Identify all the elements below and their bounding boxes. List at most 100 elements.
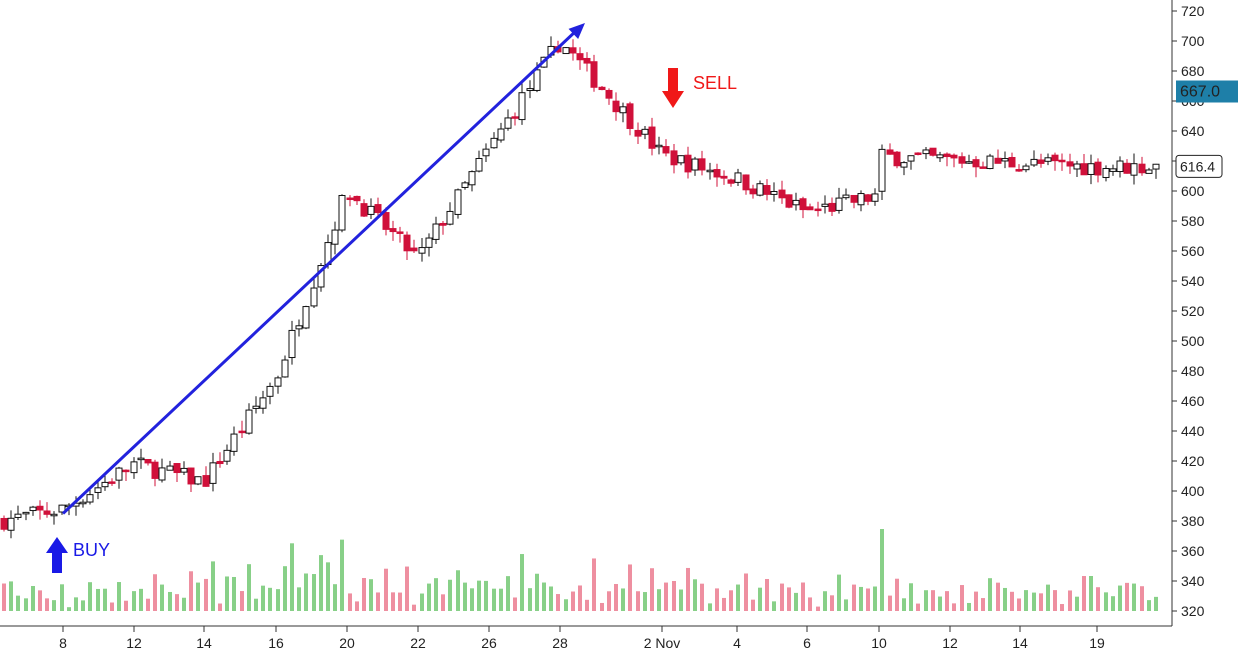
volume-bar xyxy=(794,592,798,611)
volume-bar xyxy=(81,600,85,611)
candle-down xyxy=(1080,163,1088,176)
candle-up xyxy=(965,161,973,164)
y-tick-label: 680 xyxy=(1181,63,1205,79)
volume-bar xyxy=(916,603,920,611)
y-tick-label: 420 xyxy=(1181,453,1205,469)
volume-bar xyxy=(592,558,596,611)
candle-down xyxy=(864,194,872,202)
candle-up xyxy=(295,325,303,330)
volume-bar xyxy=(585,599,589,611)
candle-down xyxy=(914,152,922,155)
volume-bar xyxy=(484,580,488,611)
volume-bar xyxy=(326,562,330,611)
candle-up xyxy=(842,194,850,199)
candle-up xyxy=(310,287,318,307)
volume-bar xyxy=(772,601,776,611)
candle-up xyxy=(792,199,800,206)
volume-bar xyxy=(45,598,49,611)
candle-up xyxy=(504,117,512,129)
volume-bar xyxy=(801,582,805,611)
candle-down xyxy=(346,197,354,201)
candle-up xyxy=(526,88,534,92)
volume-bar xyxy=(722,597,726,611)
y-tick-label: 480 xyxy=(1181,363,1205,379)
volume-bar xyxy=(297,587,301,611)
volume-bar xyxy=(16,595,20,611)
candle-down xyxy=(439,222,447,226)
volume-bar xyxy=(283,566,287,611)
candle-down xyxy=(1094,161,1102,176)
volume-bar xyxy=(182,597,186,611)
volume-bar xyxy=(1132,583,1136,611)
candle-down xyxy=(590,61,598,88)
volume-bar xyxy=(218,603,222,611)
y-tick-label: 460 xyxy=(1181,393,1205,409)
volume-bar xyxy=(556,594,560,611)
volume-bar xyxy=(74,597,78,611)
x-tick-label: 12 xyxy=(126,635,142,651)
x-tick-label: 4 xyxy=(733,635,741,651)
candle-down xyxy=(36,505,44,511)
volume-bar xyxy=(139,588,143,611)
volume-bar xyxy=(880,529,884,611)
volume-bar xyxy=(830,595,834,611)
candle-up xyxy=(180,467,188,473)
candle-up xyxy=(641,128,649,135)
volume-bar xyxy=(657,589,661,611)
volume-bar xyxy=(456,570,460,611)
candle-down xyxy=(972,159,980,168)
volume-bar xyxy=(664,582,668,611)
y-tick-label: 720 xyxy=(1181,3,1205,19)
volume-bar xyxy=(312,574,316,611)
last-price-text: 667.0 xyxy=(1180,84,1220,101)
volume-bar xyxy=(808,597,812,611)
candle-up xyxy=(936,154,944,159)
x-tick-label: 20 xyxy=(339,635,355,651)
buy-arrow-icon xyxy=(46,537,68,573)
candle-up xyxy=(619,106,627,114)
candle-up xyxy=(857,193,865,206)
sell-label: SELL xyxy=(693,73,737,93)
candle-down xyxy=(511,116,519,119)
volume-bar xyxy=(823,591,827,611)
candle-down xyxy=(727,179,735,184)
volume-bar xyxy=(686,567,690,611)
candle-down xyxy=(216,460,224,465)
candle-up xyxy=(1116,160,1124,173)
volume-bar xyxy=(859,586,863,611)
candle-up xyxy=(835,197,843,211)
x-tick-label: 26 xyxy=(481,635,497,651)
candle-down xyxy=(626,103,634,129)
candle-up xyxy=(706,169,714,173)
candle-up xyxy=(79,501,87,505)
volume-bar xyxy=(240,591,244,611)
volume-bar xyxy=(650,568,654,611)
candle-up xyxy=(94,487,102,493)
candle-up xyxy=(482,148,490,157)
x-tick-label: 6 xyxy=(803,635,811,651)
volume-bar xyxy=(420,593,424,611)
candle-down xyxy=(360,203,368,217)
volume-bar xyxy=(628,564,632,611)
volume-bar xyxy=(888,595,892,611)
volume-bar xyxy=(931,590,935,611)
volume-bar xyxy=(816,606,820,611)
candle-up xyxy=(50,513,58,517)
candle-down xyxy=(576,53,584,61)
volume-bar xyxy=(693,579,697,611)
volume-bar xyxy=(153,574,157,611)
candle-down xyxy=(0,517,8,530)
candle-down xyxy=(698,158,706,171)
candle-down xyxy=(1015,169,1023,172)
candle-up xyxy=(7,517,15,531)
volume-bar xyxy=(1046,584,1050,611)
volume-bar xyxy=(362,577,366,611)
y-tick-label: 540 xyxy=(1181,273,1205,289)
x-tick-label: 28 xyxy=(552,635,568,651)
candle-down xyxy=(410,247,418,252)
y-tick-label: 580 xyxy=(1181,213,1205,229)
volume-bar xyxy=(578,585,582,611)
volume-bar xyxy=(369,579,373,611)
volume-bar xyxy=(412,604,416,611)
y-tick-label: 380 xyxy=(1181,513,1205,529)
